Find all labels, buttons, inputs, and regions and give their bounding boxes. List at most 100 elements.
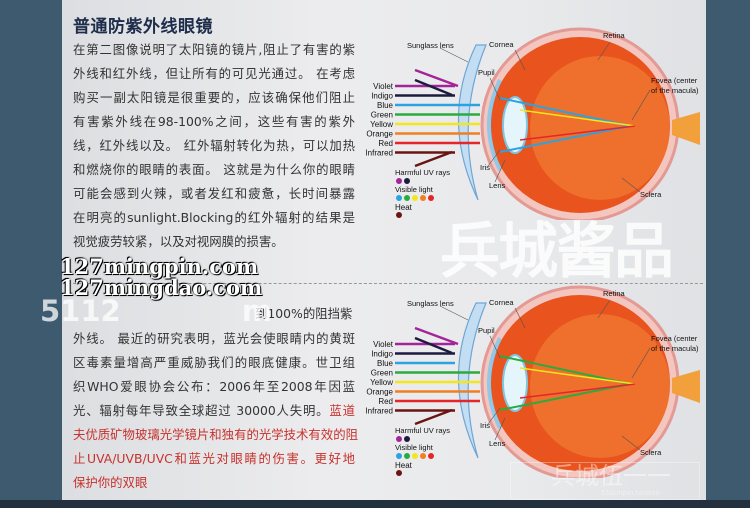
text-line: 有害紫外线在98-100%之间，这些有害的紫外 (73, 114, 355, 129)
cornea-shape (487, 337, 502, 429)
legend-dot (396, 212, 402, 218)
label-fovea-2: of the macula) (651, 344, 699, 353)
ray-infrared-incoming (414, 408, 453, 426)
retina-inner-shape (530, 314, 670, 458)
focus-ray-top (499, 355, 631, 385)
watermark-url-1: 127mingpin.com (60, 254, 259, 279)
leader-line (514, 49, 526, 71)
label-pupil: Pupil (478, 326, 495, 335)
leader-line (487, 149, 501, 167)
focus-ray-yellow (519, 109, 636, 127)
ray-infrared-incoming (414, 150, 453, 168)
ray-label-indigo: Indigo (371, 350, 393, 359)
sunglass-lens-shape (457, 302, 487, 459)
text: 光、辐射每年导致全球超过 30000人失明。 (73, 403, 330, 418)
legend-dot (396, 453, 402, 459)
legend-dot (428, 453, 434, 459)
ray-label-green: Green (371, 369, 393, 378)
optic-nerve-shape (672, 112, 700, 145)
legend-harmful: Harmful UV rays (395, 168, 450, 177)
eye-diagram-1: VioletIndigoBlueGreenYellowOrangeRedInfr… (365, 27, 700, 220)
ray-label-red: Red (378, 397, 393, 406)
leader-line (489, 77, 501, 101)
text-line: 购买一副太阳镜是很重要的，应该确保他们阻止 (73, 90, 355, 105)
label-fovea-2: of the macula) (651, 86, 699, 95)
label-sunglass-lens: Sunglass lens (407, 41, 454, 50)
label-fovea-1: Fovea (center (651, 76, 698, 85)
leader-line (489, 335, 501, 359)
label-lens: Lens (489, 181, 506, 190)
ray-label-green: Green (371, 111, 393, 120)
ray-label-violet: Violet (373, 82, 394, 91)
text-line: 夫优质矿物玻璃光学镜片和独有的光学技术有效的阻 (73, 427, 358, 442)
leader-line (439, 47, 469, 63)
legend-dot (420, 453, 426, 459)
legend-dot (396, 178, 402, 184)
legend-dot (396, 436, 402, 442)
legend-dot (412, 453, 418, 459)
ray-label-infrared: Infrared (365, 149, 393, 158)
section-divider (73, 283, 703, 284)
legend-visible: Visible light (395, 443, 434, 452)
focus-ray-bottom (499, 383, 631, 411)
text-line: 在第二图像说明了太阳镜的镜片,阻止了有害的紫 (73, 42, 355, 57)
label-cornea: Cornea (489, 40, 514, 49)
focus-ray-red (519, 383, 636, 399)
text-line: 线，红外线以及。 红外辐射转化为热，可以加热 (73, 138, 355, 153)
focus-ray-yellow (519, 367, 636, 385)
label-fovea-1: Fovea (center (651, 334, 698, 343)
leader-line (631, 347, 651, 379)
leader-line (597, 41, 611, 61)
lens-shape (502, 354, 528, 412)
legend-heat: Heat (395, 203, 413, 212)
label-lens: Lens (489, 439, 506, 448)
ray-label-red: Red (378, 139, 393, 148)
focus-ray-bottom (499, 125, 631, 153)
ray-label-violet: Violet (373, 340, 394, 349)
leader-line (487, 407, 501, 425)
focus-ray-top (499, 97, 631, 127)
legend-dot (396, 470, 402, 476)
cornea-shape (487, 79, 502, 171)
leader-line (631, 89, 651, 121)
text-line: 止UVA/UVB/UVC和蓝光对眼睛的伤害。更好地 (73, 451, 355, 466)
highlight-text: 蓝道 (329, 403, 356, 418)
text-line: 外线。 最近的研究表明，蓝光会使眼睛内的黄斑 (73, 331, 355, 346)
watermark-site: 5112 m (40, 294, 273, 328)
ray-label-yellow: Yellow (370, 120, 393, 129)
sunglass-lens-shape (457, 44, 487, 201)
watermark-big: 兵城酱品 (440, 217, 674, 287)
label-retina: Retina (603, 289, 626, 298)
ray-label-indigo: Indigo (371, 92, 393, 101)
section2-partial-line: 到100%的阻挡紫 (255, 306, 353, 321)
legend-dot (412, 195, 418, 201)
legend-visible: Visible light (395, 185, 434, 194)
text-line: 保护你的双眼 (73, 475, 148, 490)
text-line: 外线和红外线，但让所有的可见光通过。 在考虑 (73, 66, 355, 81)
legend-dot (404, 195, 410, 201)
legend-dot (404, 453, 410, 459)
leader-line (621, 435, 641, 451)
retina-inner-shape (530, 56, 670, 200)
watermark-right-small: 51ljunpin.taobao (601, 489, 661, 497)
label-sunglass-lens: Sunglass lens (407, 299, 454, 308)
label-iris: Iris (480, 421, 490, 430)
legend-heat: Heat (395, 461, 413, 470)
ray-label-blue: Blue (377, 101, 394, 110)
focus-ray-red (519, 125, 636, 141)
legend-dot (396, 195, 402, 201)
legend-dot (404, 436, 410, 442)
label-sclera: Sclera (640, 190, 662, 199)
bottom-bar (0, 500, 750, 508)
optic-nerve-shape (672, 370, 700, 403)
label-cornea: Cornea (489, 298, 514, 307)
text-line: 织WHO爱眼协会公布：2006年至2008年因蓝 (73, 379, 355, 394)
text-line: 在明亮的sunlight.Blocking的红外辐射的结果是 (73, 210, 355, 225)
leader-line (514, 307, 526, 329)
watermark-right-text: 兵城伍一一 (551, 462, 671, 490)
eye-diagram-2: VioletIndigoBlueGreenYellowOrangeRedInfr… (365, 285, 700, 478)
leader-line (621, 177, 641, 193)
legend-dot (420, 195, 426, 201)
legend-dot (428, 195, 434, 201)
label-sclera: Sclera (640, 448, 662, 457)
